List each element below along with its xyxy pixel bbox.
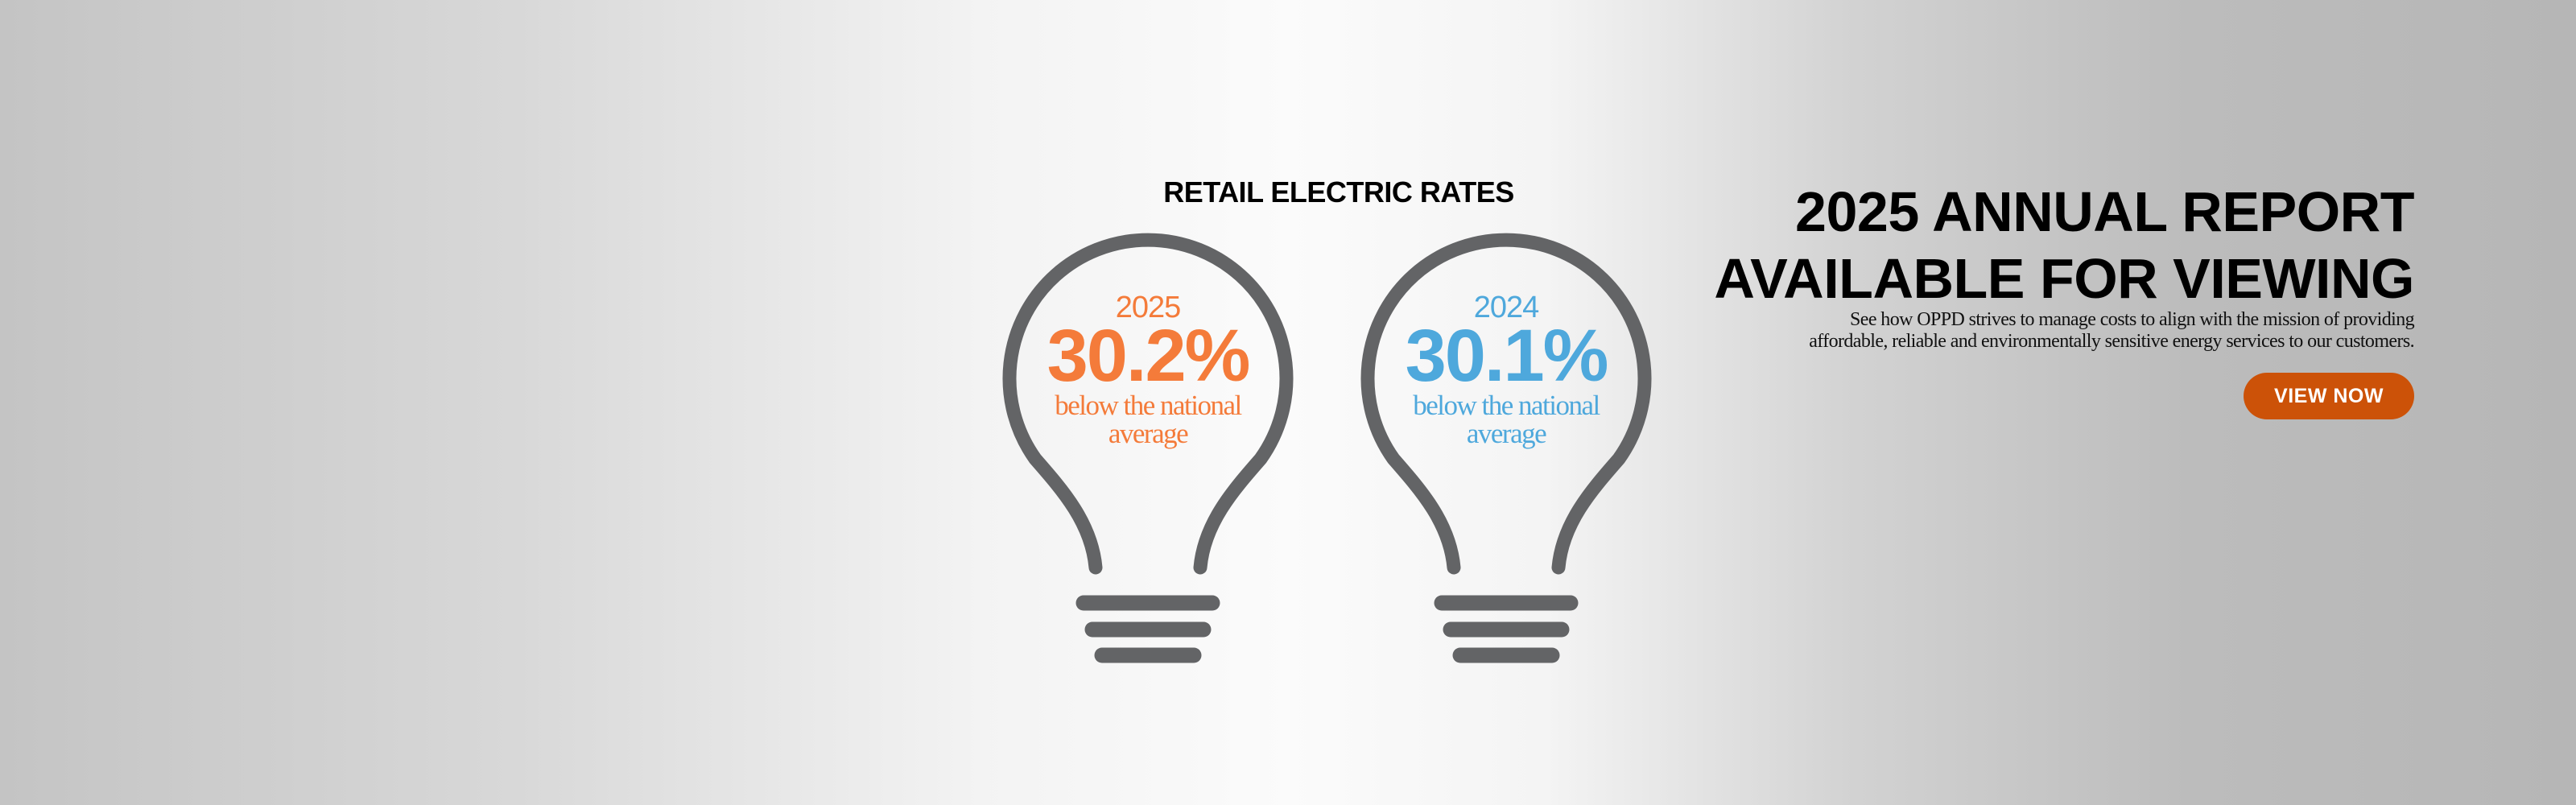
description-line1: See how OPPD strives to manage costs to … xyxy=(1850,309,2415,330)
promo-headline: 2025 ANNUAL REPORT AVAILABLE FOR VIEWING xyxy=(1714,179,2414,312)
stat-percent: 30.2% xyxy=(1046,315,1251,397)
description-line2: affordable, reliable and environmentally… xyxy=(1809,331,2414,352)
view-now-button[interactable]: VIEW NOW xyxy=(2244,373,2414,419)
stat-description: below the national average xyxy=(1015,391,1281,448)
lightbulb-icon xyxy=(1360,233,1652,663)
stat-description-line2: average xyxy=(1108,418,1189,449)
stat-description: below the national average xyxy=(1373,391,1639,448)
stat-description-line1: below the national xyxy=(1055,390,1242,421)
headline-line2: AVAILABLE FOR VIEWING xyxy=(1714,247,2414,310)
bulb-outline xyxy=(1360,233,1652,575)
infographic-title: RETAIL ELECTRIC RATES xyxy=(1163,175,1514,208)
stat-percent: 30.1% xyxy=(1405,315,1609,397)
headline-line1: 2025 ANNUAL REPORT xyxy=(1795,180,2414,243)
lightbulb-icon xyxy=(1002,233,1294,663)
stat-description-line2: average xyxy=(1466,418,1547,449)
stat-description-line1: below the national xyxy=(1413,390,1600,421)
bulb-outline xyxy=(1002,233,1294,575)
stat-year: 2024 xyxy=(1473,291,1540,324)
promo-description: See how OPPD strives to manage costs to … xyxy=(1690,309,2414,353)
stat-year: 2025 xyxy=(1115,291,1182,324)
